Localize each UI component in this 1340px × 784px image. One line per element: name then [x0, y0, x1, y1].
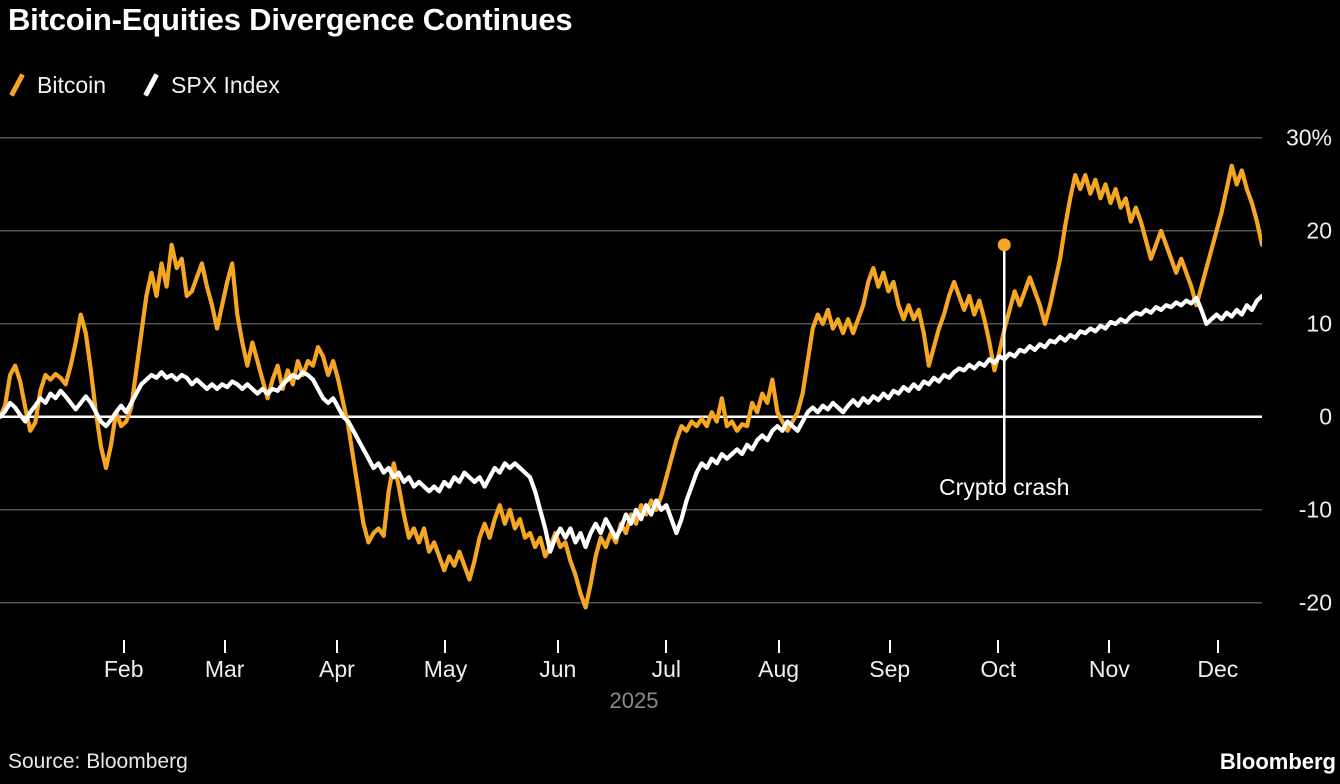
x-axis-tick-label: Feb	[103, 656, 144, 682]
y-axis-tick-label: 20	[1306, 217, 1332, 244]
x-axis-tick-mark	[997, 640, 1000, 653]
x-axis-tick-label: Jul	[651, 656, 682, 682]
legend-label-bitcoin: Bitcoin	[37, 71, 107, 98]
y-axis-tick-label: -20	[1298, 589, 1332, 616]
page-title: Bitcoin-Equities Divergence Continues	[8, 2, 573, 37]
bloomberg-brand: Bloomberg	[1219, 749, 1336, 774]
x-axis-tick-label: Jun	[539, 656, 577, 682]
x-axis-tick-mark	[444, 640, 447, 653]
y-axis-tick-label: 0	[1319, 403, 1332, 430]
series-lines	[0, 163, 1262, 610]
chart-footer: Source: Bloomberg Bloomberg	[0, 740, 1340, 784]
x-axis-tick-label: Aug	[758, 656, 800, 682]
x-axis-tick-label: Oct	[980, 656, 1017, 682]
x-axis-tick-mark	[223, 640, 226, 653]
source-label: Source: Bloomberg	[8, 750, 188, 773]
x-axis-tick-label: Dec	[1197, 656, 1239, 682]
legend-item-bitcoin[interactable]: Bitcoin	[8, 71, 107, 98]
x-axis-tick-mark	[335, 640, 338, 653]
annotation-layer	[997, 238, 1011, 494]
x-axis-year-label: 2025	[609, 688, 659, 713]
y-axis-tick-label: -10	[1298, 496, 1332, 523]
x-axis-tick-label: Mar	[204, 656, 245, 682]
x-axis-tick-mark	[1216, 640, 1219, 653]
chart-legend: Bitcoin SPX Index	[8, 66, 316, 104]
x-axis-tick-mark	[888, 640, 891, 653]
plot-svg	[0, 137, 1262, 610]
x-axis-tick-mark	[777, 640, 780, 653]
annotation-crypto-crash-label: Crypto crash	[939, 474, 1070, 500]
y-axis-tick-label: 10	[1306, 310, 1332, 337]
legend-item-spx[interactable]: SPX Index	[142, 71, 280, 98]
x-axis-tick-mark	[1108, 640, 1111, 653]
x-axis-tick-mark	[122, 640, 125, 653]
y-axis: 30% 20 10 0 -10 -20	[1266, 110, 1340, 650]
x-axis-tick-mark	[665, 640, 668, 653]
slash-marker-icon	[8, 73, 26, 97]
x-axis-tick-label: May	[423, 656, 468, 682]
x-axis-tick-label: Nov	[1088, 656, 1130, 682]
legend-label-spx: SPX Index	[171, 71, 280, 98]
gridlines	[0, 137, 1262, 604]
x-axis-tick-label: Sep	[869, 656, 911, 682]
plot-area	[0, 110, 1262, 640]
x-axis-tick-label: Apr	[319, 656, 355, 682]
y-axis-tick-label: 30%	[1285, 124, 1332, 151]
x-axis: Feb Mar Apr May Jun Jul Aug Sep Oct Nov Dec	[0, 640, 1262, 700]
slash-marker-icon	[142, 73, 160, 97]
x-axis-tick-mark	[556, 640, 559, 653]
